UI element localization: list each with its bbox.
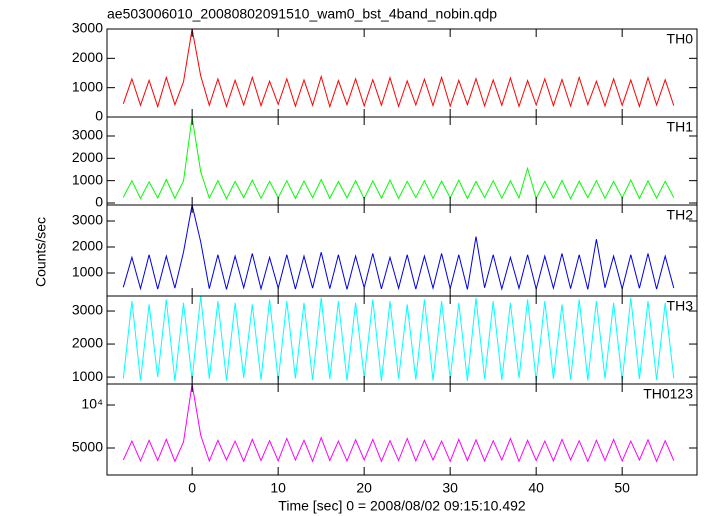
panel-frame xyxy=(106,383,698,476)
y-tick-label: 10⁴ xyxy=(81,396,103,412)
y-tick-label: 2000 xyxy=(72,49,103,65)
panel-plot xyxy=(122,117,675,200)
light-curve xyxy=(122,117,675,200)
y-tick-label: 3000 xyxy=(72,302,103,318)
y-tick-label: 1000 xyxy=(72,171,103,187)
y-tick-label: 0 xyxy=(95,108,103,124)
y-tick-label: 2000 xyxy=(72,149,103,165)
panel-plot xyxy=(122,384,675,463)
y-tick-label: 2000 xyxy=(72,335,103,351)
light-curve xyxy=(122,384,675,463)
y-tick-label: 1000 xyxy=(72,78,103,94)
y-tick-label: 5000 xyxy=(72,439,103,455)
panel-plot xyxy=(122,29,675,109)
y-tick-label: 3000 xyxy=(72,127,103,143)
y-tick-label: 3000 xyxy=(72,20,103,36)
panel-plot xyxy=(122,296,675,382)
x-tick-label: 30 xyxy=(442,480,458,496)
panel-label: TH2 xyxy=(667,207,694,223)
chart-title: ae503006010_20080802091510_wam0_bst_4ban… xyxy=(107,6,497,22)
light-curve xyxy=(122,296,675,382)
x-tick-label: 40 xyxy=(528,480,544,496)
x-axis-label: Time [sec] 0 = 2008/08/02 09:15:10.492 xyxy=(278,498,526,514)
y-tick-label: 0 xyxy=(95,194,103,210)
panel-label: TH0123 xyxy=(643,386,693,402)
panel-plot xyxy=(122,205,675,291)
light-curve xyxy=(122,29,675,109)
x-tick-label: 50 xyxy=(614,480,630,496)
y-tick-label: 1000 xyxy=(72,264,103,280)
panel-frame xyxy=(106,295,698,385)
x-tick-label: 10 xyxy=(270,480,286,496)
panel-label: TH3 xyxy=(667,298,694,314)
x-tick-label: 0 xyxy=(188,480,196,496)
y-tick-label: 2000 xyxy=(72,238,103,254)
panel-label: TH0 xyxy=(667,31,694,47)
panel-frame xyxy=(106,28,698,118)
x-tick-label: 20 xyxy=(356,480,372,496)
panel-label: TH1 xyxy=(667,119,694,135)
y-tick-label: 3000 xyxy=(72,212,103,228)
y-tick-label: 1000 xyxy=(72,368,103,384)
light-curve xyxy=(122,205,675,291)
y-axis-label: Counts/sec xyxy=(33,217,49,287)
